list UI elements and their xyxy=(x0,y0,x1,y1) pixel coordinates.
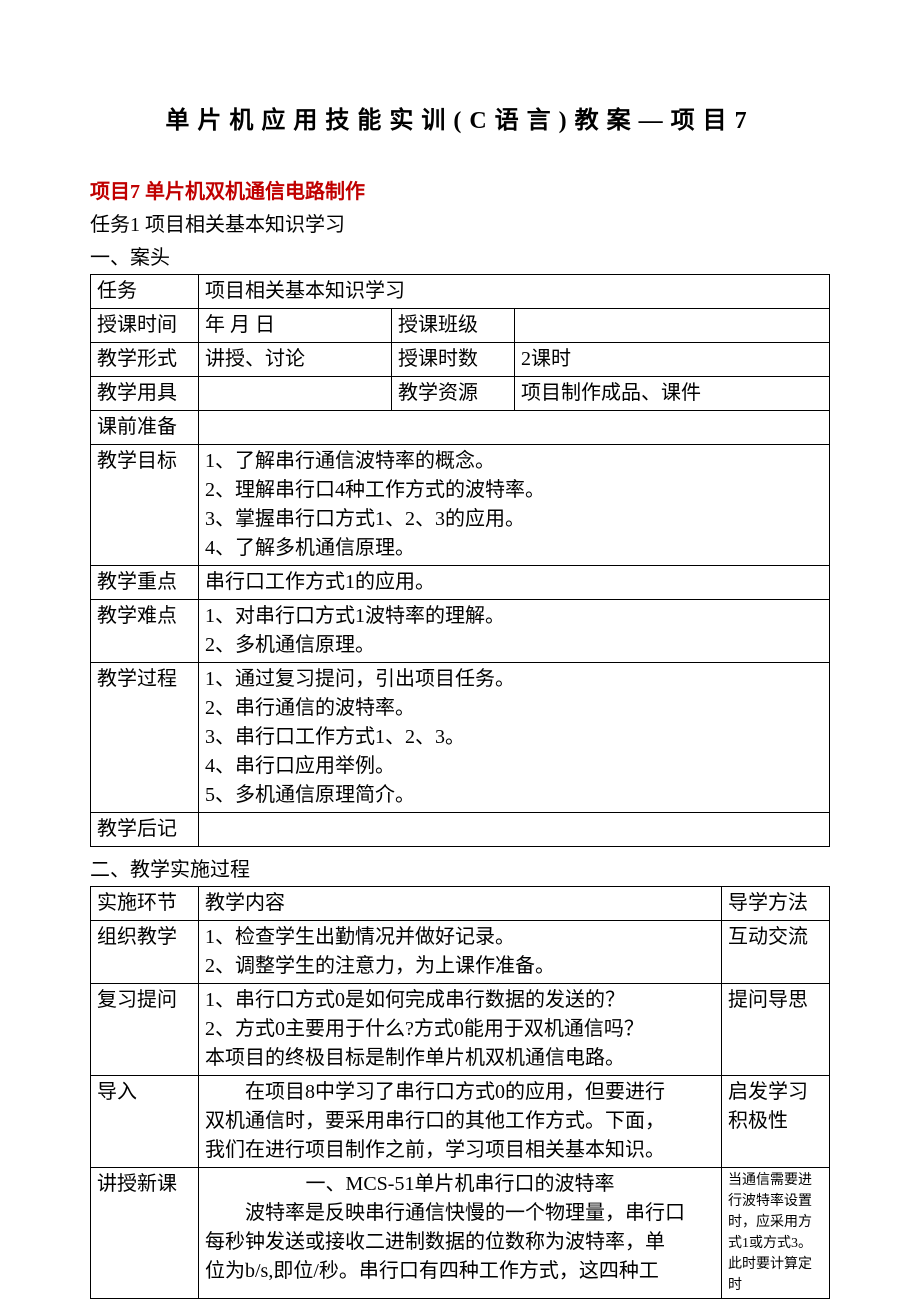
cell-value: 2课时 xyxy=(515,343,830,377)
text-line: 2、调整学生的注意力，为上课作准备。 xyxy=(205,952,715,981)
cell-label: 教学资源 xyxy=(392,377,515,411)
cell-label: 教学目标 xyxy=(91,445,199,566)
cell-value: 项目相关基本知识学习 xyxy=(199,275,830,309)
table-row: 导入 在项目8中学习了串行口方式0的应用，但要进行 双机通信时，要采用串行口的其… xyxy=(91,1076,830,1168)
cell-label: 教学用具 xyxy=(91,377,199,411)
text-line: 1、检查学生出勤情况并做好记录。 xyxy=(205,923,715,952)
table-2: 实施环节 教学内容 导学方法 组织教学 1、检查学生出勤情况并做好记录。 2、调… xyxy=(90,886,830,1299)
cell-method: 互动交流 xyxy=(722,921,830,984)
cell-label: 授课时数 xyxy=(392,343,515,377)
cell-content: 在项目8中学习了串行口方式0的应用，但要进行 双机通信时，要采用串行口的其他工作… xyxy=(199,1076,722,1168)
text-line: 3、掌握串行口方式1、2、3的应用。 xyxy=(205,505,823,534)
cell-value xyxy=(199,377,392,411)
cell-label: 复习提问 xyxy=(91,984,199,1076)
document-subtitle: 项目7 单片机双机通信电路制作 xyxy=(90,175,830,204)
header-cell: 导学方法 xyxy=(722,887,830,921)
header-cell: 实施环节 xyxy=(91,887,199,921)
cell-label: 教学难点 xyxy=(91,600,199,663)
cell-label: 导入 xyxy=(91,1076,199,1168)
cell-method: 当通信需要进行波特率设置时，应采用方式1或方式3。此时要计算定时 xyxy=(722,1168,830,1299)
table-row: 课前准备 xyxy=(91,411,830,445)
document-title: 单片机应用技能实训(C语言)教案—项目7 xyxy=(90,100,830,135)
cell-label: 授课班级 xyxy=(392,309,515,343)
cell-method: 启发学习积极性 xyxy=(722,1076,830,1168)
table-row: 教学形式 讲授、讨论 授课时数 2课时 xyxy=(91,343,830,377)
cell-label: 授课时间 xyxy=(91,309,199,343)
text-line: 1、通过复习提问，引出项目任务。 xyxy=(205,665,823,694)
table-row: 教学重点 串行口工作方式1的应用。 xyxy=(91,566,830,600)
text-line: 本项目的终极目标是制作单片机双机通信电路。 xyxy=(205,1044,715,1073)
text-line: 4、串行口应用举例。 xyxy=(205,752,823,781)
cell-label: 讲授新课 xyxy=(91,1168,199,1299)
table-row: 讲授新课 一、MCS-51单片机串行口的波特率 波特率是反映串行通信快慢的一个物… xyxy=(91,1168,830,1299)
text-line: 5、多机通信原理简介。 xyxy=(205,781,823,810)
table-row: 教学难点 1、对串行口方式1波特率的理解。 2、多机通信原理。 xyxy=(91,600,830,663)
section2-header: 二、教学实施过程 xyxy=(90,853,830,882)
text-line: 2、方式0主要用于什么?方式0能用于双机通信吗？ xyxy=(205,1015,715,1044)
cell-value: 1、对串行口方式1波特率的理解。 2、多机通信原理。 xyxy=(199,600,830,663)
table-1: 任务 项目相关基本知识学习 授课时间 年 月 日 授课班级 教学形式 讲授、讨论… xyxy=(90,274,830,847)
text-line: 双机通信时，要采用串行口的其他工作方式。下面， xyxy=(205,1107,715,1136)
text-line: 4、了解多机通信原理。 xyxy=(205,534,823,563)
text-line: 2、理解串行口4种工作方式的波特率。 xyxy=(205,476,823,505)
cell-content: 1、串行口方式0是如何完成串行数据的发送的？ 2、方式0主要用于什么?方式0能用… xyxy=(199,984,722,1076)
cell-value: 年 月 日 xyxy=(199,309,392,343)
text-line: 2、多机通信原理。 xyxy=(205,631,823,660)
cell-value: 串行口工作方式1的应用。 xyxy=(199,566,830,600)
cell-label: 教学过程 xyxy=(91,663,199,813)
cell-content: 1、检查学生出勤情况并做好记录。 2、调整学生的注意力，为上课作准备。 xyxy=(199,921,722,984)
text-line: 2、串行通信的波特率。 xyxy=(205,694,823,723)
section1-header: 一、案头 xyxy=(90,241,830,270)
text-line: 一、MCS-51单片机串行口的波特率 xyxy=(205,1170,715,1199)
table-row: 任务 项目相关基本知识学习 xyxy=(91,275,830,309)
cell-value: 项目制作成品、课件 xyxy=(515,377,830,411)
text-line: 波特率是反映串行通信快慢的一个物理量，串行口 xyxy=(205,1199,715,1228)
table-row: 复习提问 1、串行口方式0是如何完成串行数据的发送的？ 2、方式0主要用于什么?… xyxy=(91,984,830,1076)
cell-label: 组织教学 xyxy=(91,921,199,984)
text-line: 1、了解串行通信波特率的概念。 xyxy=(205,447,823,476)
cell-value xyxy=(199,411,830,445)
cell-label: 任务 xyxy=(91,275,199,309)
text-line: 1、串行口方式0是如何完成串行数据的发送的？ xyxy=(205,986,715,1015)
table-header-row: 实施环节 教学内容 导学方法 xyxy=(91,887,830,921)
header-cell: 教学内容 xyxy=(199,887,722,921)
text-line: 位为b/s,即位/秒。串行口有四种工作方式，这四种工 xyxy=(205,1257,715,1286)
text-line: 每秒钟发送或接收二进制数据的位数称为波特率，单 xyxy=(205,1228,715,1257)
cell-method: 提问导思 xyxy=(722,984,830,1076)
table-row: 授课时间 年 月 日 授课班级 xyxy=(91,309,830,343)
text-line: 我们在进行项目制作之前，学习项目相关基本知识。 xyxy=(205,1136,715,1165)
table-row: 教学目标 1、了解串行通信波特率的概念。 2、理解串行口4种工作方式的波特率。 … xyxy=(91,445,830,566)
cell-label: 教学重点 xyxy=(91,566,199,600)
cell-value xyxy=(199,813,830,847)
cell-value xyxy=(515,309,830,343)
cell-value: 1、了解串行通信波特率的概念。 2、理解串行口4种工作方式的波特率。 3、掌握串… xyxy=(199,445,830,566)
task-line: 任务1 项目相关基本知识学习 xyxy=(90,208,830,237)
cell-label: 课前准备 xyxy=(91,411,199,445)
table-row: 教学后记 xyxy=(91,813,830,847)
cell-value: 讲授、讨论 xyxy=(199,343,392,377)
table-row: 教学用具 教学资源 项目制作成品、课件 xyxy=(91,377,830,411)
cell-value: 1、通过复习提问，引出项目任务。 2、串行通信的波特率。 3、串行口工作方式1、… xyxy=(199,663,830,813)
table-row: 组织教学 1、检查学生出勤情况并做好记录。 2、调整学生的注意力，为上课作准备。… xyxy=(91,921,830,984)
text-line: 3、串行口工作方式1、2、3。 xyxy=(205,723,823,752)
text-line: 1、对串行口方式1波特率的理解。 xyxy=(205,602,823,631)
table-row: 教学过程 1、通过复习提问，引出项目任务。 2、串行通信的波特率。 3、串行口工… xyxy=(91,663,830,813)
cell-label: 教学形式 xyxy=(91,343,199,377)
text-line: 在项目8中学习了串行口方式0的应用，但要进行 xyxy=(205,1078,715,1107)
cell-content: 一、MCS-51单片机串行口的波特率 波特率是反映串行通信快慢的一个物理量，串行… xyxy=(199,1168,722,1299)
cell-label: 教学后记 xyxy=(91,813,199,847)
